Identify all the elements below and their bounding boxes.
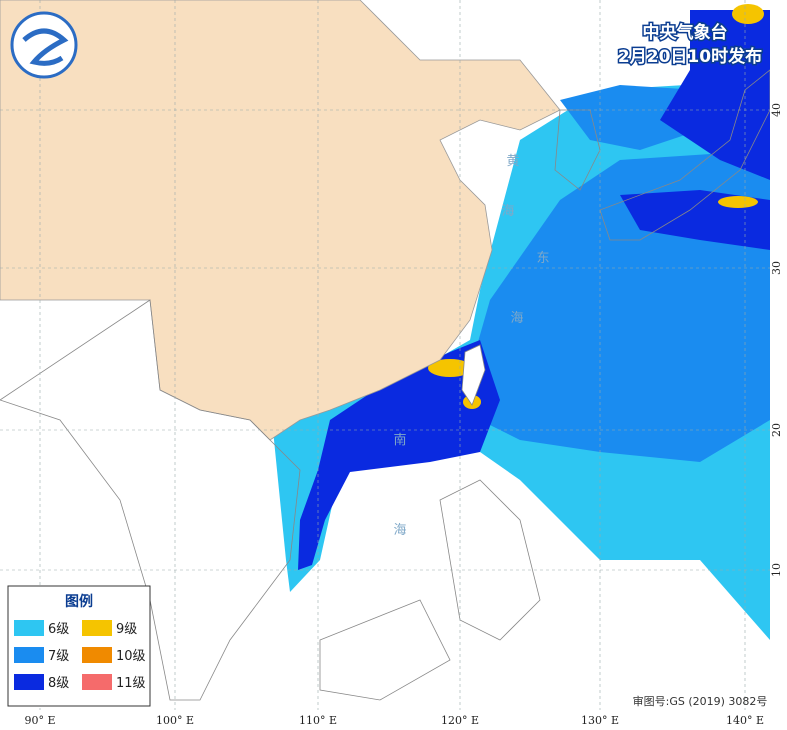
approval-number: 审图号:GS (2019) 3082号 bbox=[633, 694, 768, 708]
logo bbox=[10, 11, 78, 79]
longitude-label: 100° E bbox=[156, 714, 194, 727]
latitude-label: 20 bbox=[770, 423, 783, 437]
axis-strip bbox=[0, 710, 787, 730]
latitude-label: 30 bbox=[770, 261, 783, 275]
latitude-label: 40 bbox=[770, 103, 783, 117]
longitude-label: 140° E bbox=[726, 714, 764, 727]
legend-label: 10级 bbox=[116, 649, 146, 664]
issue-time: 2月20日10时发布 bbox=[618, 46, 762, 67]
latitude-label: 10 bbox=[770, 563, 783, 577]
sea-label: 南 bbox=[393, 432, 406, 448]
sea-label: 海 bbox=[393, 523, 406, 538]
longitude-label: 130° E bbox=[581, 714, 619, 727]
legend-label: 6级 bbox=[48, 622, 69, 637]
sea-label: 海 bbox=[501, 204, 514, 219]
sea-label: 海 bbox=[510, 311, 523, 326]
longitude-label: 90° E bbox=[24, 714, 55, 727]
legend-label: 11级 bbox=[116, 676, 146, 691]
legend: 图例 6级 7级 8级 9级 10级 11级 bbox=[7, 585, 151, 707]
axis-strip bbox=[770, 0, 787, 730]
agency: 中央气象台 bbox=[643, 22, 728, 43]
longitude-label: 120° E bbox=[441, 714, 479, 727]
legend-swatch bbox=[82, 620, 112, 636]
longitude-label: 110° E bbox=[299, 714, 337, 727]
wind-areas bbox=[272, 4, 770, 640]
legend-swatch bbox=[82, 647, 112, 663]
graticule bbox=[0, 0, 770, 710]
legend-swatch bbox=[14, 674, 44, 690]
legend-swatch bbox=[14, 647, 44, 663]
sea-label: 东 bbox=[536, 251, 549, 266]
legend-swatch bbox=[14, 620, 44, 636]
legend-label: 7级 bbox=[48, 649, 69, 664]
legend-title: 图例 bbox=[65, 593, 93, 610]
legend-label: 8级 bbox=[48, 676, 69, 691]
sea-label: 黄 bbox=[506, 154, 519, 169]
legend-label: 9级 bbox=[116, 622, 137, 637]
legend-swatch bbox=[82, 674, 112, 690]
